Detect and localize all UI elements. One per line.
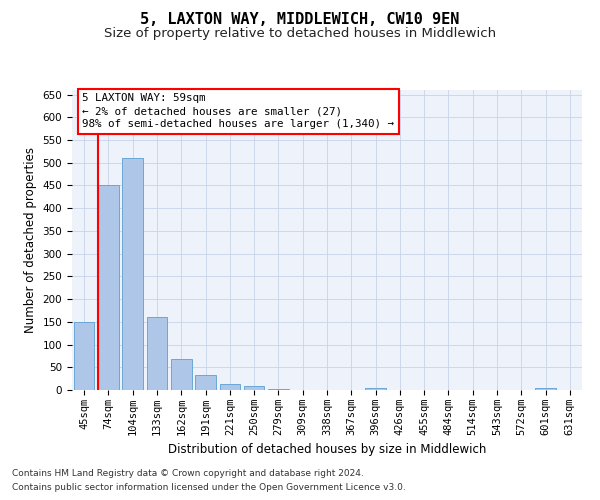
Bar [268,388,289,390]
Bar [365,388,386,390]
Text: 5, LAXTON WAY, MIDDLEWICH, CW10 9EN: 5, LAXTON WAY, MIDDLEWICH, CW10 9EN [140,12,460,28]
X-axis label: Distribution of detached houses by size in Middlewich: Distribution of detached houses by size … [168,444,486,456]
Bar [244,386,265,390]
Bar [146,318,167,390]
Bar [220,384,240,390]
Y-axis label: Number of detached properties: Number of detached properties [24,147,37,333]
Bar [98,186,119,390]
Bar [171,359,191,390]
Bar [122,158,143,390]
Text: Contains HM Land Registry data © Crown copyright and database right 2024.: Contains HM Land Registry data © Crown c… [12,468,364,477]
Bar [535,388,556,390]
Text: Size of property relative to detached houses in Middlewich: Size of property relative to detached ho… [104,28,496,40]
Bar [74,322,94,390]
Bar [195,376,216,390]
Text: Contains public sector information licensed under the Open Government Licence v3: Contains public sector information licen… [12,484,406,492]
Text: 5 LAXTON WAY: 59sqm
← 2% of detached houses are smaller (27)
98% of semi-detache: 5 LAXTON WAY: 59sqm ← 2% of detached hou… [82,93,394,130]
